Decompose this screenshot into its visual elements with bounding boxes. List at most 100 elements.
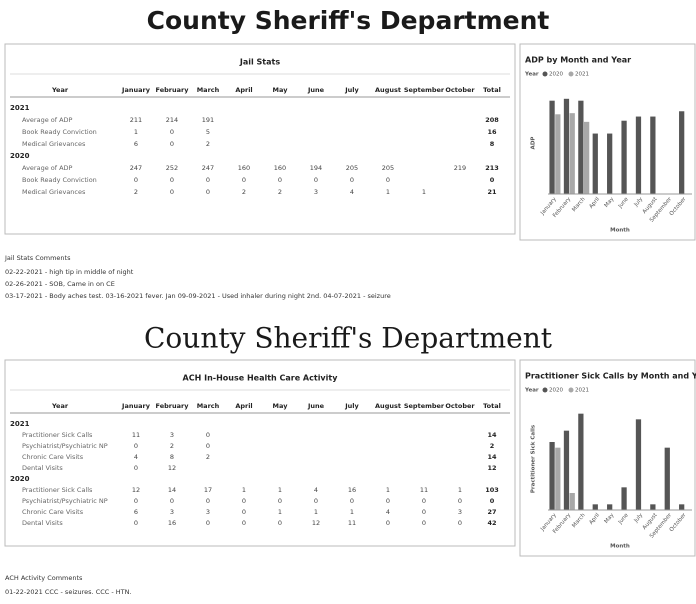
bar bbox=[621, 120, 627, 194]
cell: 17 bbox=[204, 486, 212, 494]
legend-label: 2020 bbox=[549, 72, 563, 78]
column-header: Total bbox=[483, 86, 501, 94]
bar bbox=[650, 504, 656, 510]
ach-panel bbox=[4, 359, 516, 547]
legend-title: Year bbox=[524, 72, 539, 78]
legend-swatch bbox=[568, 387, 574, 393]
row-label: Medical Grievances bbox=[22, 140, 86, 148]
row-total: 213 bbox=[485, 164, 499, 172]
cell: 0 bbox=[386, 519, 390, 527]
row-label: Practitioner Sick Calls bbox=[22, 431, 93, 439]
cell: 0 bbox=[350, 176, 354, 184]
cell: 0 bbox=[242, 508, 246, 516]
cell: 0 bbox=[170, 176, 174, 184]
legend-swatch bbox=[542, 387, 548, 393]
cell: 2 bbox=[206, 453, 210, 461]
row-label: Average of ADP bbox=[22, 164, 73, 172]
year-label: 2020 bbox=[10, 475, 30, 483]
column-header: February bbox=[156, 86, 190, 94]
cell: 4 bbox=[134, 453, 138, 461]
row-label: Chronic Care Visits bbox=[22, 453, 84, 461]
cell: 1 bbox=[386, 486, 390, 494]
row-label: Dental Visits bbox=[22, 519, 63, 527]
cell: 0 bbox=[422, 519, 426, 527]
cell: 0 bbox=[422, 508, 426, 516]
bar bbox=[592, 504, 598, 510]
cell: 4 bbox=[314, 486, 318, 494]
cell: 3 bbox=[206, 508, 210, 516]
cell: 11 bbox=[348, 519, 356, 527]
column-header: Year bbox=[51, 402, 69, 410]
column-header: February bbox=[156, 402, 190, 410]
column-header: May bbox=[273, 402, 289, 410]
cell: 0 bbox=[314, 176, 318, 184]
comment-line: 01-22-2021 CCC - seizures. CCC - HTN. bbox=[5, 588, 132, 596]
cell: 16 bbox=[348, 486, 356, 494]
column-header: June bbox=[307, 86, 325, 94]
bar bbox=[549, 100, 555, 194]
row-total: 42 bbox=[487, 519, 496, 527]
x-axis-label: Month bbox=[610, 228, 630, 234]
comments-title: Jail Stats Comments bbox=[4, 254, 71, 262]
legend-swatch bbox=[542, 71, 548, 77]
cell: 1 bbox=[350, 508, 354, 516]
bar bbox=[664, 447, 670, 510]
cell: 1 bbox=[134, 128, 138, 136]
year-label: 2021 bbox=[10, 104, 30, 112]
jail-panel bbox=[4, 43, 516, 235]
bar bbox=[555, 447, 561, 510]
bar bbox=[584, 121, 590, 194]
bar bbox=[563, 98, 570, 194]
cell: 0 bbox=[242, 176, 246, 184]
cell: 14 bbox=[168, 486, 176, 494]
row-label: Medical Grievances bbox=[22, 188, 86, 196]
cell: 11 bbox=[132, 431, 140, 439]
cell: 194 bbox=[310, 164, 322, 172]
cell: 4 bbox=[386, 508, 390, 516]
column-header: September bbox=[404, 402, 445, 410]
legend-label: 2021 bbox=[575, 388, 589, 394]
cell: 252 bbox=[166, 164, 178, 172]
cell: 247 bbox=[202, 164, 214, 172]
bar bbox=[679, 504, 685, 510]
cell: 0 bbox=[458, 519, 462, 527]
cell: 0 bbox=[134, 497, 138, 505]
cell: 5 bbox=[206, 128, 210, 136]
bar bbox=[555, 114, 561, 194]
legend-title: Year bbox=[524, 388, 539, 394]
cell: 0 bbox=[170, 128, 174, 136]
cell: 0 bbox=[134, 176, 138, 184]
row-label: Book Ready Conviction bbox=[22, 176, 97, 184]
row-total: 27 bbox=[487, 508, 496, 516]
row-label: Average of ADP bbox=[22, 116, 73, 124]
bar bbox=[563, 430, 570, 510]
row-total: 12 bbox=[487, 464, 496, 472]
legend-label: 2020 bbox=[549, 388, 563, 394]
row-label: Psychiatrist/Psychiatric NP bbox=[22, 442, 108, 450]
comment-line: 02-26-2021 - SOB, Came in on CE bbox=[5, 280, 115, 288]
section-title: County Sheriff's Department bbox=[144, 322, 553, 355]
cell: 211 bbox=[130, 116, 142, 124]
cell: 2 bbox=[242, 188, 246, 196]
row-total: 208 bbox=[485, 116, 499, 124]
cell: 0 bbox=[170, 140, 174, 148]
cell: 1 bbox=[386, 188, 390, 196]
bar bbox=[569, 493, 575, 510]
cell: 11 bbox=[420, 486, 428, 494]
cell: 1 bbox=[458, 486, 462, 494]
cell: 160 bbox=[274, 164, 286, 172]
cell: 0 bbox=[206, 188, 210, 196]
cell: 1 bbox=[278, 486, 282, 494]
cell: 0 bbox=[134, 464, 138, 472]
bar bbox=[607, 133, 613, 194]
column-header: July bbox=[344, 86, 359, 94]
column-header: March bbox=[197, 402, 220, 410]
cell: 0 bbox=[134, 519, 138, 527]
panel-title: Jail Stats bbox=[239, 58, 280, 67]
row-total: 2 bbox=[490, 442, 495, 450]
cell: 3 bbox=[170, 508, 174, 516]
column-header: Year bbox=[51, 86, 69, 94]
cell: 0 bbox=[278, 497, 282, 505]
row-total: 0 bbox=[490, 497, 495, 505]
